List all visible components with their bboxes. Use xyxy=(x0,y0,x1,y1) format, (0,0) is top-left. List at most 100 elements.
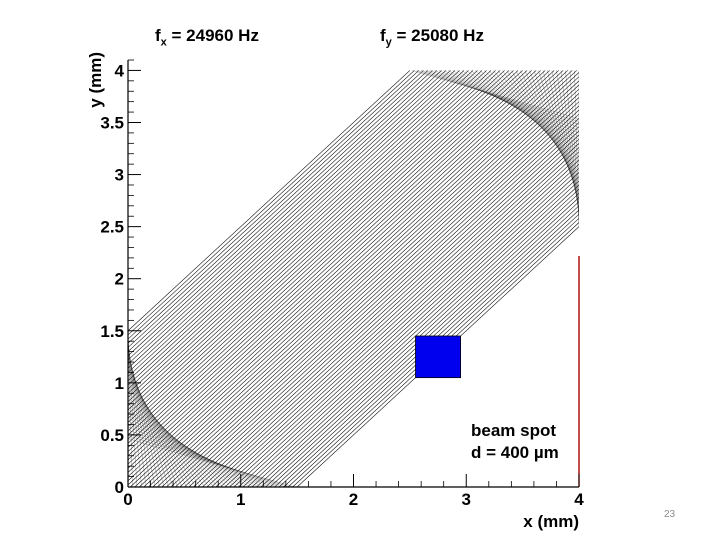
fx-annotation: fx = 24960 Hz xyxy=(155,26,259,48)
scan-line xyxy=(128,70,555,465)
scan-line xyxy=(128,70,442,361)
scan-line-pattern xyxy=(128,70,579,487)
scan-return-line xyxy=(448,70,579,143)
scan-return-line xyxy=(128,371,192,487)
scan-line xyxy=(188,126,579,487)
y-tick-label: 0.5 xyxy=(100,426,124,445)
scan-return-line xyxy=(128,377,201,487)
scan-line xyxy=(128,70,496,411)
scan-line xyxy=(220,155,579,487)
scan-return-line xyxy=(128,380,205,487)
scan-line xyxy=(128,70,483,398)
scan-return-line xyxy=(430,70,579,131)
scan-return-line xyxy=(529,70,579,195)
scan-return-line xyxy=(515,70,579,186)
scan-return-line xyxy=(416,70,579,122)
beam-spot-diameter-label: d = 400 µm xyxy=(471,443,559,462)
scan-return-line xyxy=(128,356,169,487)
fy-value: = 25080 Hz xyxy=(391,26,484,45)
scan-line xyxy=(128,70,568,477)
beam-spot-label: beam spot xyxy=(471,421,557,440)
fy-annotation: fy = 25080 Hz xyxy=(380,26,484,48)
fy-symbol: f xyxy=(380,26,386,45)
scan-line xyxy=(128,70,411,331)
scan-line xyxy=(128,70,469,386)
scan-line xyxy=(128,70,460,377)
scan-line xyxy=(206,143,579,487)
scan-line xyxy=(128,70,577,486)
scan-return-line xyxy=(502,70,579,178)
scan-return-line xyxy=(128,423,273,487)
scan-line xyxy=(128,70,478,394)
x-axis-label: x (mm) xyxy=(523,512,579,531)
scan-line xyxy=(128,70,519,431)
x-tick-label: 4 xyxy=(574,490,584,509)
scan-line xyxy=(229,163,579,487)
beam-spot-marker xyxy=(415,335,462,379)
scan-line xyxy=(130,72,579,487)
scan-return-line xyxy=(412,70,579,119)
scan-line xyxy=(197,134,579,487)
scan-line xyxy=(161,101,579,487)
scan-return-line xyxy=(128,362,178,487)
scan-line xyxy=(238,172,579,487)
scan-line xyxy=(128,70,501,415)
scan-line xyxy=(166,105,579,487)
x-tick-label: 3 xyxy=(462,490,471,509)
scan-line xyxy=(128,70,447,365)
scan-line xyxy=(128,70,451,369)
scan-line xyxy=(128,70,532,444)
x-tick-label: 1 xyxy=(236,490,245,509)
scan-return-line xyxy=(128,359,174,487)
scan-return-line xyxy=(128,432,286,487)
scan-line xyxy=(175,113,579,487)
scan-line xyxy=(128,70,510,423)
scan-line xyxy=(128,70,537,448)
scan-return-line xyxy=(425,70,579,128)
scan-line xyxy=(152,93,579,487)
scan-line xyxy=(128,70,492,406)
scan-line xyxy=(193,130,579,487)
scan-return-line xyxy=(421,70,579,125)
scan-line xyxy=(128,70,523,436)
scan-return-line xyxy=(524,70,579,192)
scan-return-line xyxy=(506,70,579,181)
scan-return-line xyxy=(128,365,183,487)
fx-symbol: f xyxy=(155,26,161,45)
scan-line xyxy=(128,70,559,469)
y-tick-label: 0 xyxy=(115,478,124,497)
y-tick-label: 1 xyxy=(115,374,124,393)
scan-line xyxy=(128,70,505,419)
scan-line xyxy=(128,70,429,348)
y-tick-label: 2 xyxy=(115,270,124,289)
scan-line xyxy=(128,70,514,427)
scan-return-line xyxy=(128,426,277,487)
slide-number: 23 xyxy=(664,509,676,520)
scan-line xyxy=(128,70,550,461)
scan-return-line xyxy=(128,435,291,487)
scan-return-line xyxy=(538,70,579,201)
scan-line xyxy=(143,84,579,487)
scan-line xyxy=(184,122,579,487)
scan-return-line xyxy=(128,412,255,487)
y-tick-label: 3.5 xyxy=(100,113,124,132)
scan-line xyxy=(128,70,573,481)
scan-line xyxy=(170,109,579,487)
fx-value: = 24960 Hz xyxy=(166,26,259,45)
scan-line xyxy=(139,80,579,487)
scan-line xyxy=(128,70,465,381)
scan-line xyxy=(128,70,438,356)
scan-line xyxy=(215,151,579,487)
scan-line xyxy=(179,118,579,487)
scan-line xyxy=(224,159,579,487)
y-tick-label: 4 xyxy=(115,61,125,80)
scan-return-line xyxy=(128,383,210,487)
scan-line xyxy=(128,70,541,452)
scan-line xyxy=(128,70,487,402)
x-tick-label: 2 xyxy=(349,490,358,509)
scan-line xyxy=(128,70,433,352)
scan-return-line xyxy=(128,421,268,487)
scan-return-line xyxy=(128,438,295,487)
scan-return-line xyxy=(443,70,579,140)
